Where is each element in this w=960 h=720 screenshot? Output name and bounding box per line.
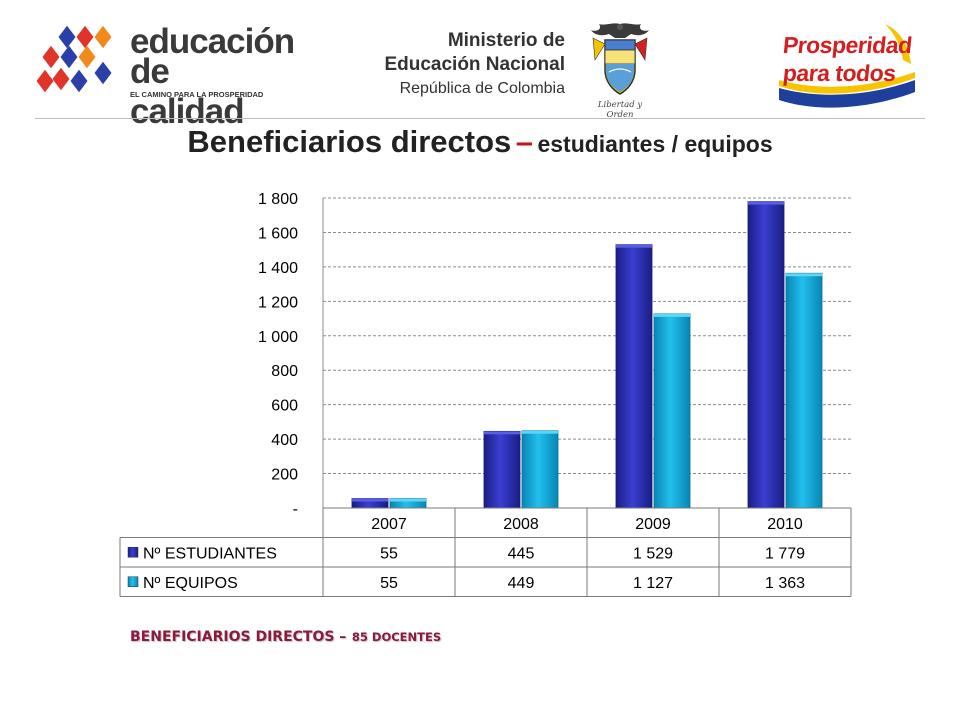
title-sub: estudiantes / equipos xyxy=(537,131,773,157)
coat-of-arms-motto: Libertad y Orden xyxy=(597,100,643,120)
y-tick-label: 1 200 xyxy=(258,294,298,311)
bar-top xyxy=(654,313,690,317)
bar-estudiantes-2010 xyxy=(747,201,785,509)
data-table-cell: 55 xyxy=(380,545,398,562)
data-table-cell: 1 779 xyxy=(765,545,805,562)
y-tick-label: 600 xyxy=(271,398,298,415)
legend-swatch xyxy=(127,547,139,558)
y-tick-label: 400 xyxy=(271,432,298,449)
data-table: 2007 2008 2009 2010 Nº ESTUDIANTES 55 445 1 529… xyxy=(119,507,852,597)
title-dash: – xyxy=(515,124,533,159)
ministerio-line1: Ministerio de xyxy=(447,30,565,51)
data-table-cell: 445 xyxy=(508,545,535,562)
prosperidad-para-todos-logo: Prosperidad para todos xyxy=(775,20,920,115)
bar-top xyxy=(786,273,822,277)
y-tick-label: 1 400 xyxy=(258,260,298,277)
data-table-cell: 1 529 xyxy=(633,545,673,562)
data-table-cell: 449 xyxy=(508,575,535,592)
bar-equipos-2008 xyxy=(521,430,559,509)
educacion-logo-line2: de calidad xyxy=(130,52,245,131)
bar-top xyxy=(484,431,520,435)
footer-sub: 85 DOCENTES xyxy=(351,630,442,644)
data-table-cell: 1 127 xyxy=(633,575,673,592)
y-tick-label: 1 800 xyxy=(258,191,298,208)
bar-top xyxy=(352,498,388,502)
y-tick-label: 1 600 xyxy=(258,225,298,242)
y-axis-ticks: - 200 400 600 800 1 000 1 200 1 400 1 600 1 800 xyxy=(258,191,298,518)
bar-estudiantes-2007 xyxy=(351,498,389,509)
bar-top xyxy=(390,498,426,502)
header-divider xyxy=(35,118,925,119)
bar-body xyxy=(747,201,785,509)
educacion-de-calidad-logo: educación de calidad EL CAMINO PARA LA P… xyxy=(30,22,295,131)
bar-body xyxy=(653,313,691,509)
bar-body xyxy=(785,272,823,509)
x-tick-label: 2009 xyxy=(635,516,671,533)
footer-main: BENEFICIARIOS DIRECTOS – xyxy=(130,629,347,645)
bar-equipos-2010 xyxy=(785,272,823,509)
y-tick-label: 800 xyxy=(271,363,298,380)
legend-label: Nº ESTUDIANTES xyxy=(143,545,277,562)
y-tick-label: 200 xyxy=(271,467,298,484)
bar-top xyxy=(522,430,558,434)
bars xyxy=(351,201,823,509)
coat-of-arms-logo: Libertad y Orden xyxy=(585,20,655,120)
y-tick-label: - xyxy=(293,501,298,518)
ministerio-line2: Educación Nacional xyxy=(384,54,565,75)
y-tick-label: 1 000 xyxy=(258,329,298,346)
title-main: Beneficiarios directos xyxy=(187,124,512,159)
slide-title: Beneficiarios directos – estudiantes / e… xyxy=(0,124,960,160)
coat-of-arms-icon xyxy=(591,23,649,95)
prosperidad-swoosh-icon xyxy=(779,24,915,108)
data-table-cell: 55 xyxy=(380,575,398,592)
bar-estudiantes-2009 xyxy=(615,244,653,509)
legend-swatch xyxy=(127,576,139,587)
educacion-logo-tagline: EL CAMINO PARA LA PROSPERIDAD xyxy=(130,90,264,99)
bar-top xyxy=(748,201,784,205)
bar-top xyxy=(616,244,652,248)
bar-body xyxy=(615,244,653,509)
bar-equipos-2009 xyxy=(653,313,691,509)
bar-equipos-2007 xyxy=(389,498,427,509)
bar-estudiantes-2008 xyxy=(483,430,521,509)
x-tick-label: 2010 xyxy=(767,516,803,533)
ministerio-line3: República de Colombia xyxy=(399,80,565,97)
educacion-logo-line1: educación xyxy=(130,22,295,61)
bar-body xyxy=(483,430,521,509)
ministerio-educacion-logo: Ministerio de Educación Nacional Repúbli… xyxy=(384,28,585,108)
bar-body xyxy=(521,430,559,509)
x-tick-label: 2007 xyxy=(371,516,407,533)
x-tick-label: 2008 xyxy=(503,516,539,533)
footer-note: BENEFICIARIOS DIRECTOS – 85 DOCENTES xyxy=(130,626,441,645)
legend-label: Nº EQUIPOS xyxy=(143,575,238,592)
data-table-cell: 1 363 xyxy=(765,575,805,592)
